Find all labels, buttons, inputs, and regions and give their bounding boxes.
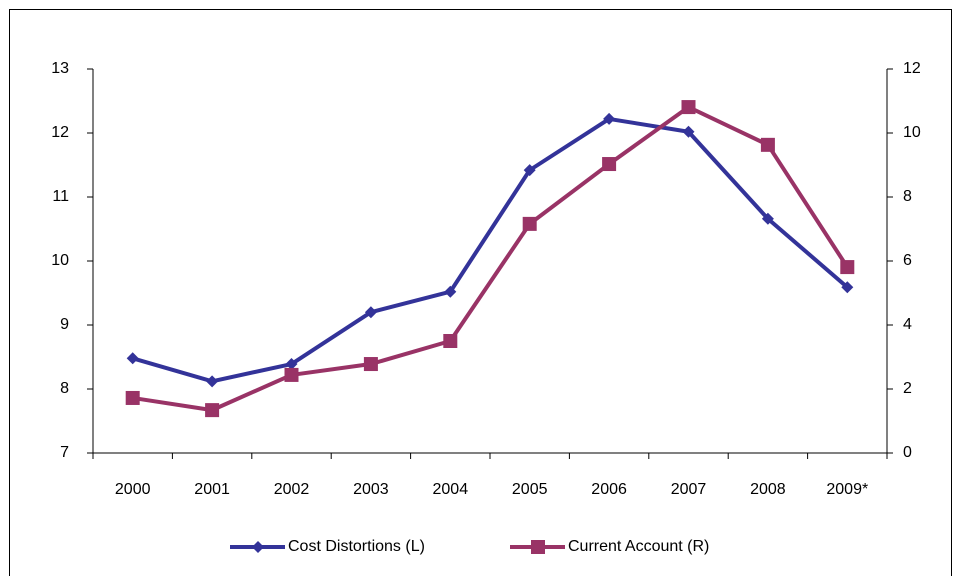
- legend-label: Cost Distortions (L): [288, 538, 425, 555]
- y-tick-label: 9: [60, 316, 69, 333]
- marker: [126, 352, 139, 365]
- x-tick-label: 2002: [274, 481, 310, 498]
- x-tick-label: 2004: [433, 481, 469, 498]
- y2-tick-label: 8: [903, 188, 912, 205]
- chart-border: [9, 9, 952, 576]
- y2-tick-label: 0: [903, 444, 912, 461]
- y2-tick-label: 2: [903, 380, 912, 397]
- x-tick-label: 2008: [750, 481, 786, 498]
- marker: [761, 212, 774, 225]
- line: [132, 116, 849, 384]
- marker: [603, 112, 616, 125]
- marker: [681, 100, 696, 115]
- marker: [284, 367, 299, 382]
- x-tick-label: 2001: [194, 481, 230, 498]
- y-tick-label: 12: [51, 124, 69, 141]
- marker: [602, 157, 617, 172]
- marker: [841, 281, 854, 294]
- y-tick-label: 11: [52, 188, 69, 205]
- marker: [682, 125, 695, 138]
- marker: [364, 306, 377, 319]
- legend-marker: [252, 541, 264, 553]
- marker: [760, 137, 775, 152]
- marker: [205, 403, 220, 418]
- marker: [523, 164, 536, 177]
- marker: [206, 375, 219, 388]
- y2-tick-label: 12: [903, 60, 921, 77]
- y2-tick-label: 6: [903, 252, 912, 269]
- y-tick-label: 13: [51, 60, 69, 77]
- x-tick-label: 2003: [353, 481, 389, 498]
- marker: [285, 358, 298, 371]
- x-tick-label: 2009*: [826, 481, 868, 498]
- marker: [363, 357, 378, 372]
- marker: [444, 285, 457, 298]
- legend-label: Current Account (R): [568, 538, 709, 555]
- marker: [522, 216, 537, 231]
- x-tick-label: 2006: [591, 481, 627, 498]
- y-tick-label: 7: [60, 444, 69, 461]
- marker: [840, 260, 855, 275]
- y2-tick-label: 10: [903, 124, 921, 141]
- x-tick-label: 2005: [512, 481, 548, 498]
- marker: [443, 334, 458, 348]
- marker: [125, 390, 140, 405]
- x-tick-label: 2000: [115, 481, 151, 498]
- y2-tick-label: 4: [903, 316, 912, 333]
- y-tick-label: 10: [51, 252, 69, 269]
- x-tick-label: 2007: [671, 481, 707, 498]
- legend-marker: [531, 540, 545, 554]
- y-tick-label: 8: [60, 380, 69, 397]
- line: [132, 105, 849, 413]
